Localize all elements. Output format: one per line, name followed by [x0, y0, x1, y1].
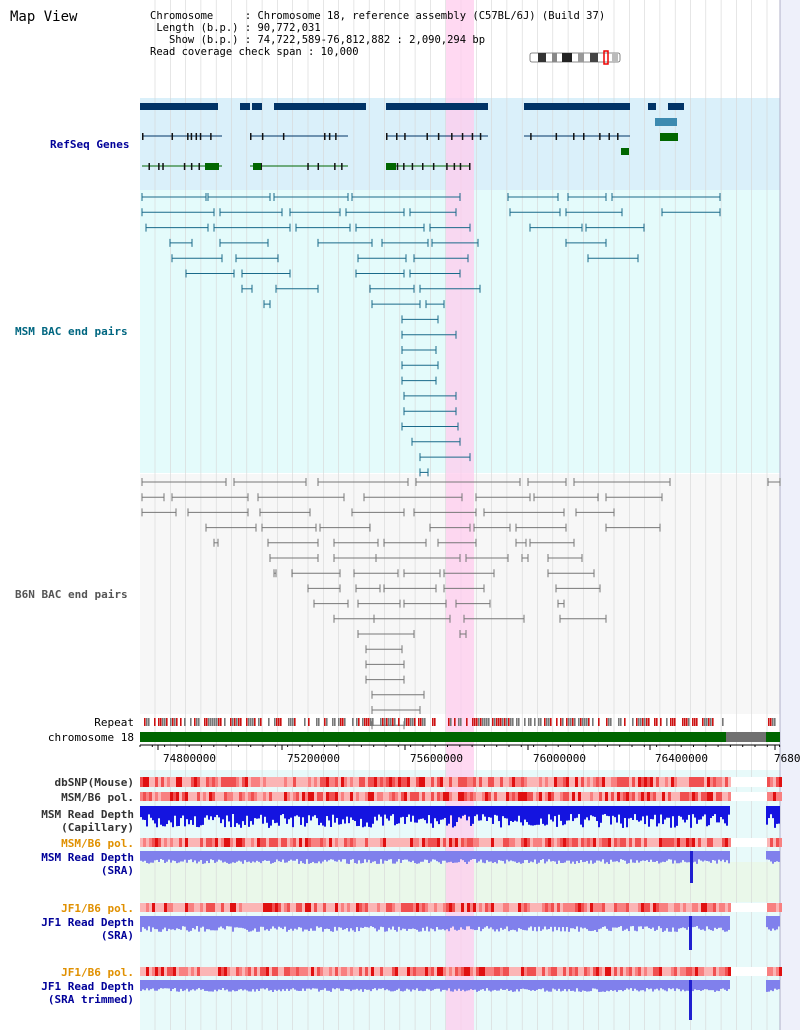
chromosome-ideogram[interactable]: [529, 50, 621, 65]
read-depth-plots[interactable]: [140, 806, 780, 1020]
refseq-gene[interactable]: [252, 103, 262, 110]
msm-depth-sra-sub: (SRA): [100, 864, 134, 877]
refseq-gene[interactable]: [655, 118, 677, 126]
b6n-bac-features[interactable]: [141, 478, 781, 730]
refseq-gene[interactable]: [668, 103, 684, 110]
refseq-gene[interactable]: [386, 103, 488, 110]
b6n-bac-label[interactable]: B6N BAC end pairs: [15, 588, 128, 601]
msm-pol-sra-label[interactable]: MSM/B6 pol.: [61, 837, 134, 850]
axis-tick-label: 74800000: [163, 752, 216, 765]
msm-bac-label[interactable]: MSM BAC end pairs: [15, 325, 128, 338]
jf1-depth-sra-sub: (SRA): [100, 929, 134, 942]
info-line-length: Length (b.p.) : 90,772,031: [150, 22, 321, 34]
msm-depth-capillary-label[interactable]: MSM Read Depth: [41, 808, 134, 821]
refseq-gene[interactable]: [274, 103, 366, 110]
jf1-pol-trimmed-label[interactable]: JF1/B6 pol.: [61, 966, 134, 979]
axis-tick-label: 75200000: [287, 752, 340, 765]
repeat-track[interactable]: [144, 718, 776, 726]
axis-tick-label: 76400000: [655, 752, 708, 765]
depth-spike[interactable]: [690, 851, 693, 883]
info-line-chromosome: Chromosome : Chromosome 18, reference as…: [150, 10, 606, 22]
selected-region-highlight[interactable]: [446, 0, 474, 1030]
msm-bac-features[interactable]: [141, 193, 721, 477]
repeat-label: Repeat: [94, 716, 134, 729]
refseq-genes-label[interactable]: RefSeq Genes: [50, 138, 130, 151]
refseq-gene[interactable]: [660, 133, 678, 141]
jf1-depth-trimmed-sub: (SRA trimmed): [47, 993, 134, 1006]
dbsnp-label[interactable]: dbSNP(Mouse): [54, 776, 134, 789]
refseq-gene[interactable]: [524, 103, 630, 110]
msm-depth-sra-label[interactable]: MSM Read Depth: [41, 851, 134, 864]
refseq-gene-features[interactable]: [140, 103, 684, 170]
jf1-depth-sra-label[interactable]: JF1 Read Depth: [41, 916, 134, 929]
chromosome-label: chromosome 18: [47, 731, 134, 744]
info-line-span: Read coverage check span : 10,000: [150, 46, 359, 58]
page-title: Map View: [10, 9, 78, 25]
chromosome-bar[interactable]: [140, 732, 780, 742]
axis-tick-label: 76000000: [533, 752, 586, 765]
axis-tick-label: 75600000: [410, 752, 463, 765]
refseq-gene[interactable]: [648, 103, 656, 110]
info-line-show: Show (b.p.) : 74,722,589-76,812,882 : 2,…: [150, 34, 486, 46]
polymorphism-heatmaps[interactable]: [140, 777, 782, 976]
depth-spike[interactable]: [689, 916, 692, 950]
position-axis: [139, 744, 781, 750]
msm-pol-label[interactable]: MSM/B6 pol.: [61, 791, 134, 804]
chromosome-info: Chromosome : Chromosome 18, reference as…: [150, 10, 605, 58]
refseq-gene[interactable]: [240, 103, 250, 110]
msm-depth-capillary-sub: (Capillary): [61, 821, 134, 834]
axis-tick-label: 7680: [774, 752, 800, 765]
depth-spike[interactable]: [689, 980, 692, 1020]
jf1-depth-trimmed-label[interactable]: JF1 Read Depth: [41, 980, 134, 993]
jf1-pol-label[interactable]: JF1/B6 pol.: [61, 902, 134, 915]
refseq-gene[interactable]: [140, 103, 218, 110]
